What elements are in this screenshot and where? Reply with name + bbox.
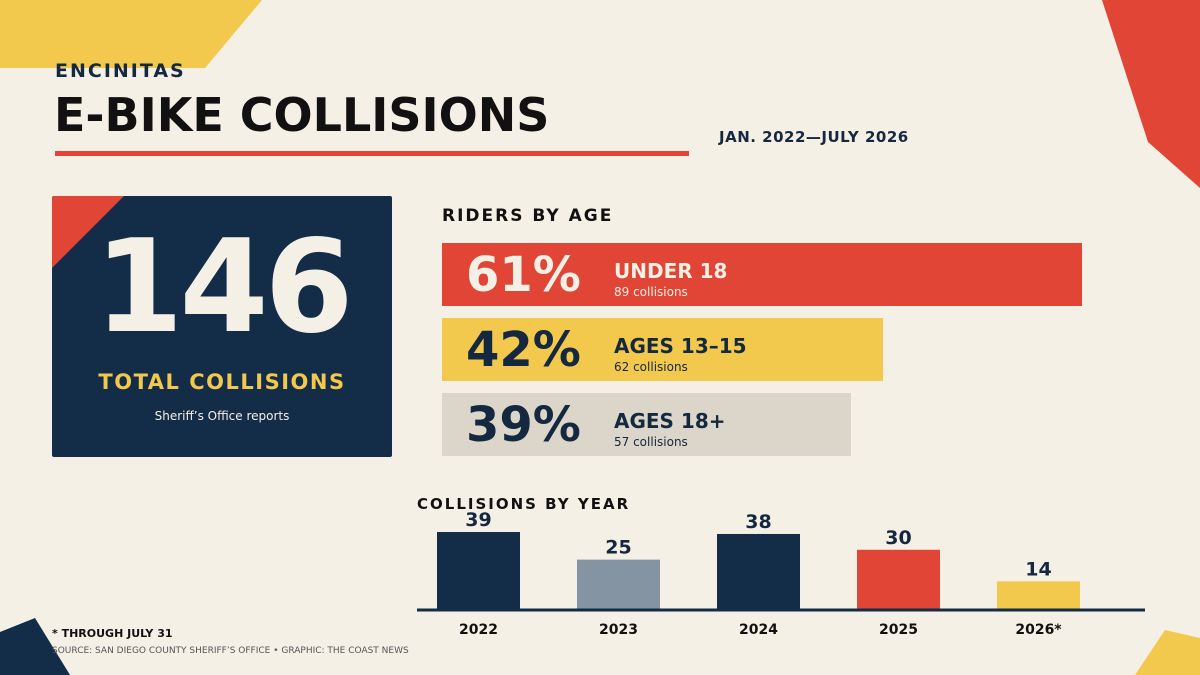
year-tick-label: 2024 (739, 622, 778, 638)
page-title: E-BIKE COLLISIONS (54, 88, 550, 142)
kicker-location: ENCINITAS (55, 60, 186, 82)
footnote: * THROUGH JULY 31 (52, 627, 173, 640)
total-collisions-card: 146 TOTAL COLLISIONS Sheriff’s Office re… (52, 196, 392, 457)
age-percent: 61% (466, 247, 581, 303)
riders-by-age-heading: RIDERS BY AGE (442, 206, 614, 226)
year-bar (577, 559, 660, 609)
year-value-label: 38 (745, 511, 771, 533)
age-group-label: UNDER 18 (614, 259, 728, 283)
age-group-label: AGES 13–15 (614, 334, 747, 358)
bottom-left-navy-shape (0, 618, 70, 675)
age-percent: 42% (466, 322, 581, 378)
year-tick-label: 2026* (1015, 622, 1062, 638)
year-tick-label: 2023 (599, 622, 638, 638)
year-bar (857, 549, 940, 609)
age-bar: 39% AGES 18+ 57 collisions (442, 393, 851, 456)
year-value-label: 14 (1025, 558, 1051, 580)
source-credit: SOURCE: SAN DIEGO COUNTY SHERIFF’S OFFIC… (52, 646, 409, 656)
age-collision-count: 89 collisions (614, 285, 688, 299)
age-collision-count: 62 collisions (614, 360, 688, 374)
age-percent: 39% (466, 397, 581, 453)
age-group-label: AGES 18+ (614, 409, 726, 433)
collisions-by-year-heading: COLLISIONS BY YEAR (417, 495, 631, 513)
year-value-label: 25 (605, 537, 631, 559)
year-bar (997, 581, 1080, 609)
year-bar (437, 532, 520, 609)
total-label: TOTAL COLLISIONS (98, 370, 346, 394)
age-bar: 42% AGES 13–15 62 collisions (442, 318, 883, 381)
year-value-label: 39 (465, 509, 491, 531)
total-number: 146 (94, 213, 353, 362)
top-right-red-shape (1102, 0, 1200, 188)
top-left-yellow-shape (0, 0, 262, 68)
year-bar (717, 533, 800, 609)
age-collision-count: 57 collisions (614, 435, 688, 449)
age-bar: 61% UNDER 18 89 collisions (442, 243, 1082, 306)
year-value-label: 30 (885, 527, 911, 549)
card-corner-accent (52, 196, 124, 268)
total-sublabel: Sheriff’s Office reports (154, 409, 290, 423)
date-range: JAN. 2022—JULY 2026 (719, 128, 909, 146)
year-tick-label: 2022 (459, 622, 498, 638)
bottom-right-yellow-shape (1135, 630, 1200, 675)
title-underline (55, 151, 689, 156)
year-tick-label: 2025 (879, 622, 918, 638)
